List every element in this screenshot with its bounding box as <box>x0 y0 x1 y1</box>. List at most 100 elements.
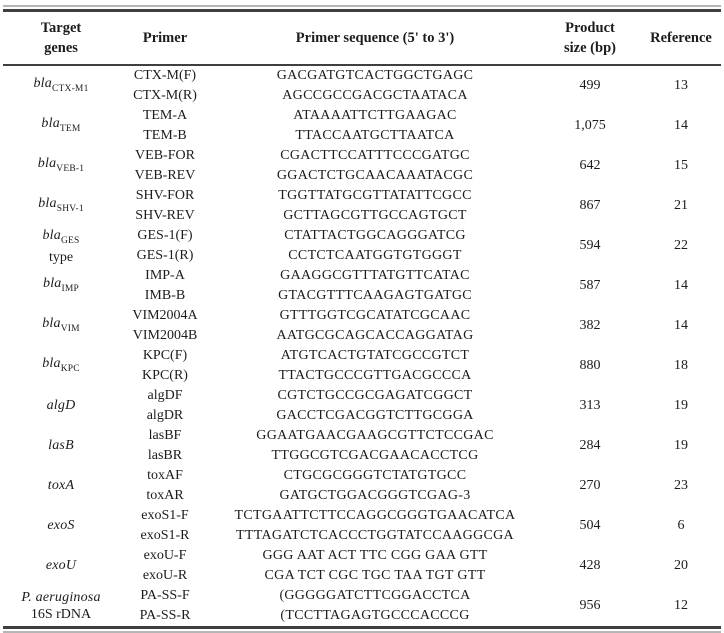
gene-name: exoS <box>47 518 75 534</box>
product-size-cell: 382 <box>579 318 601 334</box>
reference-cell: 23 <box>674 478 688 494</box>
table-row: blaKPC KPC(F) ATGTCACTGTATCGCCGTCT 880 18 <box>3 346 721 373</box>
gene-cell: blaIMP <box>3 266 119 306</box>
primer-sequence-cell: GACGATGTCACTGGCTGAGC <box>276 68 474 84</box>
primer-name-cell: IMP-A <box>145 268 185 284</box>
product-size-cell: 1,075 <box>574 118 606 134</box>
table-row: CTX-M(R) AGCCGCCGACGCTAATACA <box>3 86 721 106</box>
primer-sequence-cell: TTACTGCCCGTTGACGCCCA <box>278 368 472 384</box>
primer-name-cell: exoU-R <box>142 568 188 584</box>
gene-subscript: SHV-1 <box>56 203 84 214</box>
gene-cell: exoU <box>3 546 119 586</box>
gene-cell: blaGES type <box>3 226 119 266</box>
gene-subscript: IMP <box>61 283 79 294</box>
primer-name-cell: PA-SS-F <box>140 588 190 604</box>
reference-cell: 14 <box>674 278 688 294</box>
primer-name-cell: exoS1-F <box>141 508 189 524</box>
table-row: toxAR GATGCTGGACGGGTCGAG-3 <box>3 486 721 506</box>
gene-subscript: VEB-1 <box>56 163 85 174</box>
primer-name-cell: CTX-M(R) <box>133 88 197 104</box>
gene-name-line2: 16S rDNA <box>30 607 92 623</box>
reference-cell: 19 <box>674 438 688 454</box>
primer-name-cell: algDF <box>147 388 183 404</box>
table-row: P. aeruginosa 16S rDNA PA-SS-F (GGGGGATCTTC… <box>3 586 721 622</box>
gene-cell: blaVIM <box>3 306 119 346</box>
table-row: VEB-REV GGACTCTGCAACAAATACGC <box>3 166 721 186</box>
primer-sequence-cell: GGAATGAACGAAGCGTTCTCCGAC <box>256 428 494 444</box>
reference-cell: 6 <box>677 518 685 534</box>
table-row: blaTEM TEM-A ATAAAATTCTTGAAGAC 1,075 14 <box>3 106 721 133</box>
primer-name-cell: toxAF <box>147 468 183 484</box>
primer-name-cell: VIM2004A <box>132 308 198 324</box>
gene-subscript: VIM <box>60 323 80 334</box>
primer-sequence-cell: GATGCTGGACGGGTCGAG-3 <box>279 488 471 504</box>
primer-sequence-cell: GACCTCGACGGTCTTGCGGA <box>276 408 474 424</box>
gene-cell: blaSHV-1 <box>3 186 119 226</box>
reference-cell: 15 <box>674 158 688 174</box>
gene-subscript: GES <box>60 235 80 246</box>
table-bottom-rule <box>3 626 721 633</box>
gene-name: toxA <box>47 478 75 494</box>
primer-sequence-cell: (GGGGGATCTTCGGACCTCA <box>279 588 471 604</box>
primer-sequence-cell: AGCCGCCGACGCTAATACA <box>282 88 468 104</box>
table-row: KPC(R) TTACTGCCCGTTGACGCCCA <box>3 366 721 386</box>
table-row: lasB lasBF GGAATGAACGAAGCGTTCTCCGAC 284 19 <box>3 426 721 453</box>
reference-cell: 18 <box>674 358 688 374</box>
table-row: exoS exoS1-F TCTGAATTCTTCCAGGCGGGTGAACATCA… <box>3 506 721 533</box>
table-row: blaSHV-1 SHV-FOR TGGTTATGCGTTATATTCGCC 867 2… <box>3 186 721 213</box>
table-row: SHV-REV GCTTAGCGTTGCCAGTGCT <box>3 206 721 226</box>
gene-name: bla <box>37 155 57 171</box>
primer-sequence-cell: GTTTGGTCGCATATCGCAAC <box>279 308 471 324</box>
header-primer: Primer <box>119 12 211 67</box>
primer-name-cell: SHV-FOR <box>135 188 195 204</box>
gene-name: exoU <box>45 558 77 574</box>
primer-name-cell: VEB-FOR <box>135 148 195 164</box>
table-row: TEM-B TTACCAATGCTTAATCA <box>3 126 721 146</box>
primer-sequence-cell: TGGTTATGCGTTATATTCGCC <box>278 188 472 204</box>
primer-name-cell: TEM-B <box>143 128 187 144</box>
gene-name: bla <box>43 275 62 291</box>
reference-cell: 22 <box>674 238 688 254</box>
gene-name: bla <box>38 195 57 211</box>
reference-cell: 13 <box>674 78 688 94</box>
gene-name: lasB <box>48 438 74 454</box>
gene-name-line2: type <box>48 249 74 265</box>
primer-sequence-cell: CTATTACTGGCAGGGATCG <box>284 228 466 244</box>
primer-sequence-cell: GAAGGCGTTTATGTTCATAC <box>280 268 470 284</box>
gene-subscript: TEM <box>59 123 81 134</box>
product-size-cell: 428 <box>579 558 601 574</box>
table-row: lasBR TTGGCGTCGACGAACACCTCG <box>3 446 721 466</box>
product-size-cell: 956 <box>579 598 601 614</box>
primer-sequence-cell: CTGCGCGGGTCTATGTGCC <box>283 468 467 484</box>
primer-name-cell: CTX-M(F) <box>133 68 197 84</box>
header-product-size: Product size (bp) <box>539 12 641 67</box>
table-row: IMB-B GTACGTTTCAAGAGTGATGC <box>3 286 721 306</box>
product-size-cell: 504 <box>579 518 601 534</box>
gene-cell: toxA <box>3 466 119 506</box>
table-header: Target genes Primer Primer sequence (5' … <box>3 12 721 67</box>
primer-name-cell: PA-SS-R <box>139 608 191 624</box>
table-row: blaVIM VIM2004A GTTTGGTCGCATATCGCAAC 382 14 <box>3 306 721 333</box>
table-row: VIM2004B AATGCGCAGCACCAGGATAG <box>3 326 721 346</box>
reference-cell: 14 <box>674 318 688 334</box>
primer-name-cell: KPC(R) <box>142 368 188 384</box>
gene-cell: exoS <box>3 506 119 546</box>
table-top-rule <box>3 5 721 12</box>
primer-name-cell: exoS1-R <box>140 528 190 544</box>
gene-name: P. aeruginosa <box>21 590 101 606</box>
gene-cell: P. aeruginosa 16S rDNA <box>3 586 119 626</box>
gene-cell: blaKPC <box>3 346 119 386</box>
gene-cell: lasB <box>3 426 119 466</box>
table-row: exoU exoU-F GGG AAT ACT TTC CGG GAA GTT 428… <box>3 546 721 573</box>
primer-name-cell: VIM2004B <box>132 328 198 344</box>
primer-sequence-cell: (TCCTTAGAGTGCCCACCCG <box>280 608 470 624</box>
primer-sequence-cell: AATGCGCAGCACCAGGATAG <box>276 328 474 344</box>
primer-sequence-cell: GGACTCTGCAACAAATACGC <box>276 168 474 184</box>
primer-sequence-cell: CGACTTCCATTTCCCGATGC <box>280 148 470 164</box>
primer-name-cell: TEM-A <box>142 108 188 124</box>
primer-sequence-cell: GCTTAGCGTTGCCAGTGCT <box>283 208 467 224</box>
product-size-cell: 270 <box>579 478 601 494</box>
primer-name-cell: exoU-F <box>143 548 187 564</box>
gene-name: bla <box>42 315 61 331</box>
